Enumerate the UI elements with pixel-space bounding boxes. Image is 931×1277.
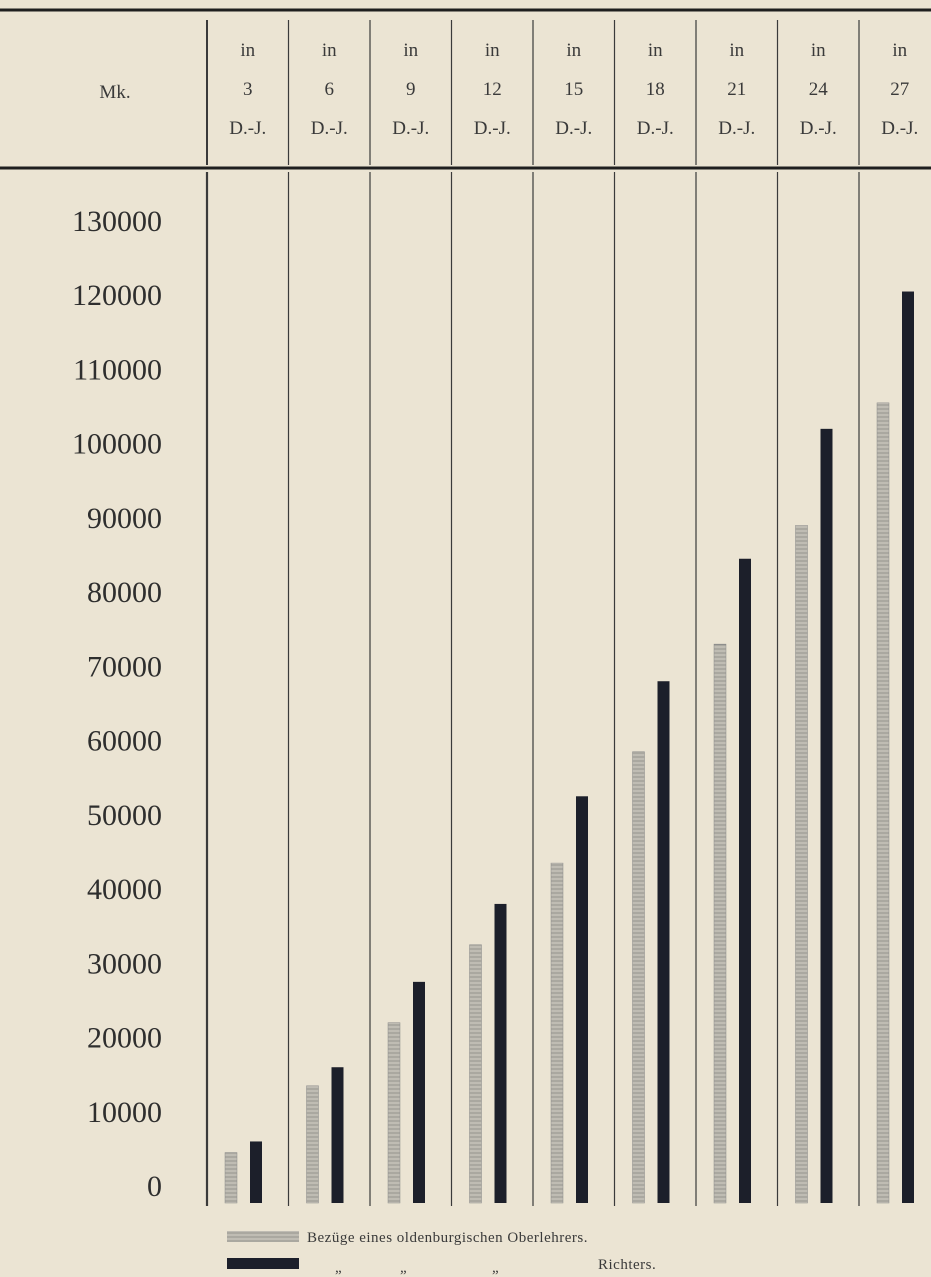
category-label-in: in: [240, 40, 255, 61]
legend-swatch-hatched: [227, 1231, 299, 1242]
category-label-in: in: [648, 40, 663, 61]
bar-richter: [902, 291, 914, 1203]
category-label-years: 24: [809, 79, 829, 100]
category-label-in: in: [485, 40, 500, 61]
category-label-in: in: [322, 40, 337, 61]
legend-ditto-1: „: [335, 1260, 342, 1276]
bar-oberlehrer: [713, 643, 727, 1204]
category-label-unit: D.-J.: [555, 118, 592, 139]
y-tick-label: 80000: [87, 576, 162, 609]
legend: Bezüge eines oldenburgischen Oberlehrers…: [227, 1230, 656, 1276]
header-unit-label: Mk.: [99, 82, 130, 103]
category-label-years: 3: [243, 79, 253, 100]
category-label-years: 12: [483, 79, 502, 100]
bar-richter: [494, 903, 507, 1203]
bars: [224, 291, 914, 1204]
bar-richter: [820, 428, 833, 1203]
bar-oberlehrer: [550, 862, 564, 1204]
category-label-unit: D.-J.: [718, 118, 755, 139]
legend-label-solid: Richters.: [598, 1257, 656, 1273]
category-label-in: in: [811, 40, 826, 61]
y-tick-label: 50000: [87, 799, 162, 832]
bar-oberlehrer: [469, 944, 482, 1204]
category-label-years: 21: [727, 79, 746, 100]
y-tick-label: 130000: [72, 205, 162, 238]
legend-label-hatched: Bezüge eines oldenburgischen Oberlehrers…: [307, 1230, 588, 1246]
header-row: Mk.: [99, 82, 130, 103]
bar-richter: [413, 981, 425, 1203]
y-tick-label: 20000: [87, 1022, 162, 1055]
category-label-unit: D.-J.: [474, 118, 511, 139]
y-tick-label: 70000: [87, 650, 162, 683]
category-label-in: in: [403, 40, 418, 61]
category-label-in: in: [566, 40, 581, 61]
category-label-unit: D.-J.: [229, 118, 266, 139]
bar-richter: [331, 1067, 344, 1203]
category-label-unit: D.-J.: [637, 118, 674, 139]
y-tick-label: 60000: [87, 725, 162, 758]
category-label-years: 9: [406, 79, 416, 100]
y-tick-label: 120000: [72, 279, 162, 312]
bar-richter: [739, 558, 751, 1203]
bar-oberlehrer: [795, 525, 808, 1204]
category-label-unit: D.-J.: [800, 118, 837, 139]
header-categories: in 3 D.-J. in 6 D.-J. in 9 D.-J. in 12 D.-J. in 15 D.-…: [229, 40, 918, 139]
bar-oberlehrer: [876, 402, 890, 1204]
category-label-unit: D.-J.: [311, 118, 348, 139]
y-tick-label: 90000: [87, 502, 162, 535]
category-label-unit: D.-J.: [881, 118, 918, 139]
category-label-years: 6: [325, 79, 335, 100]
bar-oberlehrer: [224, 1152, 238, 1204]
y-tick-label: 110000: [73, 353, 162, 386]
category-label-in: in: [892, 40, 907, 61]
y-tick-label: 100000: [72, 428, 162, 461]
category-label-years: 18: [646, 79, 665, 100]
y-tick-label: 10000: [87, 1096, 162, 1129]
category-label-years: 27: [890, 79, 909, 100]
bar-richter: [250, 1141, 262, 1203]
y-tick-label: 0: [147, 1170, 162, 1203]
y-axis: 1300001200001100001000009000080000700006…: [72, 205, 162, 1203]
category-label-years: 15: [564, 79, 583, 100]
category-label-unit: D.-J.: [392, 118, 429, 139]
grid: [0, 8, 931, 1206]
legend-swatch-solid: [227, 1258, 299, 1269]
y-tick-label: 30000: [87, 947, 162, 980]
category-label-in: in: [729, 40, 744, 61]
y-tick-label: 40000: [87, 873, 162, 906]
legend-ditto-2: „: [400, 1260, 407, 1276]
bar-oberlehrer: [632, 751, 645, 1204]
legend-ditto-3: „: [492, 1260, 499, 1276]
bar-richter: [657, 681, 670, 1203]
bar-oberlehrer: [387, 1022, 401, 1204]
bar-richter: [576, 796, 588, 1203]
bar-oberlehrer: [306, 1085, 319, 1204]
